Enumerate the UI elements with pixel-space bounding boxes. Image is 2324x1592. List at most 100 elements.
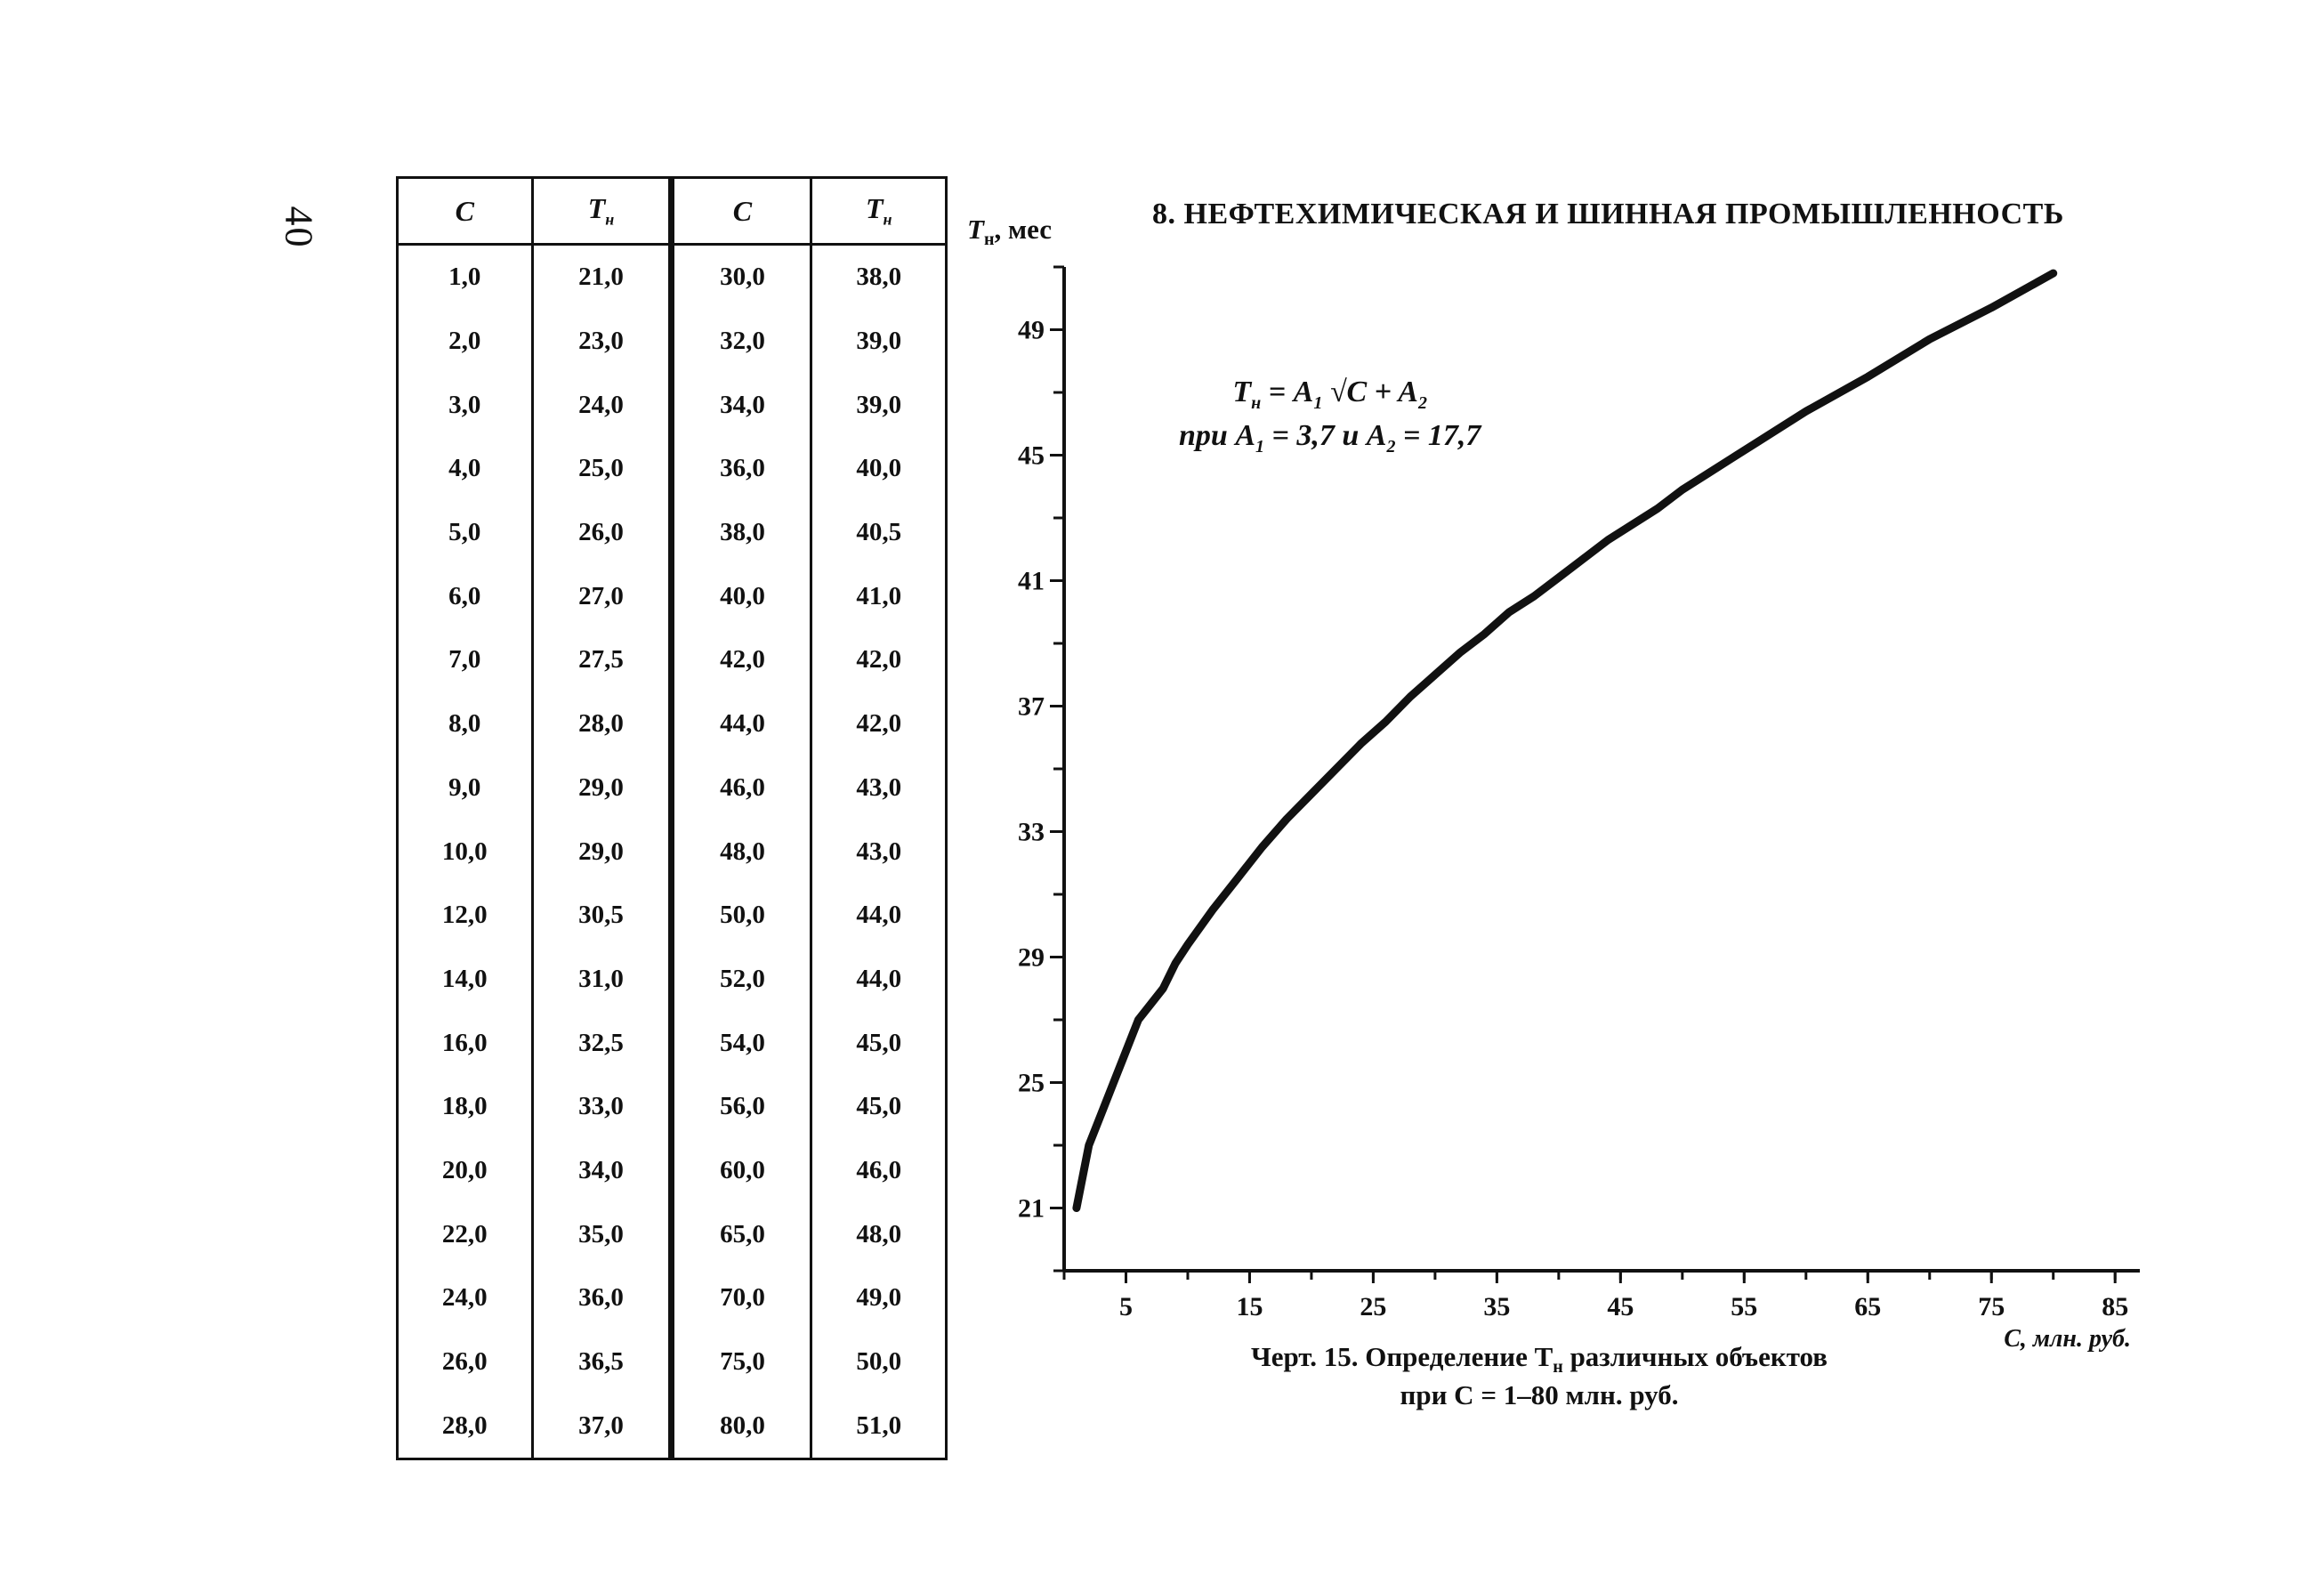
table-cell: 48,0: [668, 820, 813, 884]
table-cell: 10,0: [396, 820, 534, 884]
table-cell: 60,0: [668, 1138, 813, 1203]
table-cell: 3,0: [396, 373, 534, 438]
table-row: 2,0 23,0 32,0 39,0: [396, 309, 948, 374]
table-body: 1,0 21,0 30,0 38,0 2,0 23,0 32,0 39,0 3,0 24,0 34,…: [396, 244, 948, 1459]
table-cell: 29,0: [530, 820, 674, 884]
x-tick-label: 55: [1731, 1292, 1757, 1321]
table-cell: 50,0: [668, 883, 813, 948]
x-tick-label: 85: [2102, 1292, 2128, 1321]
table-row: 18,0 33,0 56,0 45,0: [396, 1074, 948, 1139]
table-cell: 50,0: [810, 1329, 948, 1394]
table-cell: 80,0: [668, 1394, 813, 1459]
table-cell: 46,0: [810, 1138, 948, 1203]
x-axis-title: C, млн. руб.: [2004, 1325, 2131, 1353]
table-cell: 33,0: [530, 1074, 674, 1139]
table-cell: 27,5: [530, 628, 674, 692]
table-cell: 46,0: [668, 756, 813, 820]
table-cell: 32,0: [668, 309, 813, 374]
table-cell: 35,0: [530, 1202, 674, 1266]
y-tick-label: 21: [1018, 1194, 1045, 1224]
table-cell: 43,0: [810, 756, 948, 820]
y-tick-label: 49: [1018, 316, 1045, 345]
table-row: 22,0 35,0 65,0 48,0: [396, 1202, 948, 1266]
caption-line-2: при C = 1–80 млн. руб.: [1400, 1379, 1679, 1411]
page-number: 40: [277, 206, 321, 249]
table-cell: 75,0: [668, 1329, 813, 1394]
table-cell: 70,0: [668, 1266, 813, 1330]
table-row: 14,0 31,0 52,0 44,0: [396, 947, 948, 1012]
table-cell: 32,5: [530, 1011, 674, 1075]
table-row: 5,0 26,0 38,0 40,5: [396, 500, 948, 565]
table-cell: 6,0: [396, 564, 534, 629]
table-row: 12,0 30,5 50,0 44,0: [396, 883, 948, 948]
table-cell: 22,0: [396, 1202, 534, 1266]
figure-caption: Черт. 15. Определение Tн различных объек…: [1219, 1340, 1860, 1413]
table-cell: 12,0: [396, 883, 534, 948]
y-tick-label: 33: [1018, 818, 1045, 847]
table-cell: 18,0: [396, 1074, 534, 1139]
table-cell: 7,0: [396, 628, 534, 692]
table-cell: 2,0: [396, 309, 534, 374]
header-c-1: C: [396, 177, 534, 246]
table-cell: 26,0: [530, 500, 674, 565]
table-cell: 42,0: [810, 691, 948, 756]
table-cell: 51,0: [810, 1394, 948, 1459]
table-cell: 41,0: [810, 564, 948, 629]
x-tick-label: 65: [1854, 1292, 1881, 1321]
table-cell: 36,0: [530, 1266, 674, 1330]
formula-line-2: при A1 = 3,7 и A2 = 17,7: [1179, 418, 1481, 457]
table-cell: 34,0: [530, 1138, 674, 1203]
table-cell: 20,0: [396, 1138, 534, 1203]
table-cell: 14,0: [396, 947, 534, 1012]
table-cell: 49,0: [810, 1266, 948, 1330]
formula: Tн = A1 √C + A2 при A1 = 3,7 и A2 = 17,7: [1179, 372, 1481, 459]
table-cell: 27,0: [530, 564, 674, 629]
table-cell: 44,0: [810, 947, 948, 1012]
section-title: 8. НЕФТЕХИМИЧЕСКАЯ И ШИННАЯ ПРОМЫШЛЕННОС…: [1152, 198, 2064, 230]
table-cell: 43,0: [810, 820, 948, 884]
table-cell: 40,0: [668, 564, 813, 629]
table-row: 6,0 27,0 40,0 41,0: [396, 564, 948, 629]
table-cell: 24,0: [530, 373, 674, 438]
table-cell: 4,0: [396, 437, 534, 501]
header-c-2: C: [668, 177, 813, 246]
table-cell: 34,0: [668, 373, 813, 438]
table-cell: 38,0: [810, 244, 948, 310]
table-row: 9,0 29,0 46,0 43,0: [396, 756, 948, 820]
x-tick-label: 75: [1978, 1292, 2005, 1321]
header-tn-1: Tн: [530, 177, 674, 246]
table-row: 28,0 37,0 80,0 51,0: [396, 1394, 948, 1459]
table-cell: 42,0: [668, 628, 813, 692]
x-tick-label: 35: [1483, 1292, 1510, 1321]
table-cell: 56,0: [668, 1074, 813, 1139]
table-cell: 37,0: [530, 1394, 674, 1459]
table-cell: 24,0: [396, 1266, 534, 1330]
y-tick-label: 29: [1018, 943, 1045, 973]
table-cell: 29,0: [530, 756, 674, 820]
y-tick-label: 41: [1018, 567, 1045, 596]
table-cell: 40,0: [810, 437, 948, 501]
table-cell: 36,0: [668, 437, 813, 501]
header-tn-2: Tн: [810, 177, 948, 246]
table-cell: 44,0: [810, 883, 948, 948]
y-tick-label: 45: [1018, 441, 1045, 471]
table-row: 26,0 36,5 75,0 50,0: [396, 1329, 948, 1394]
table-row: 20,0 34,0 60,0 46,0: [396, 1138, 948, 1203]
table-cell: 21,0: [530, 244, 674, 310]
table-cell: 45,0: [810, 1011, 948, 1075]
table-cell: 54,0: [668, 1011, 813, 1075]
table-cell: 1,0: [396, 244, 534, 310]
table-cell: 48,0: [810, 1202, 948, 1266]
table-cell: 28,0: [530, 691, 674, 756]
y-tick-label: 25: [1018, 1069, 1045, 1098]
table-cell: 5,0: [396, 500, 534, 565]
table-row: 3,0 24,0 34,0 39,0: [396, 373, 948, 438]
table-row: 24,0 36,0 70,0 49,0: [396, 1266, 948, 1330]
y-tick-label: 37: [1018, 692, 1045, 722]
table-cell: 16,0: [396, 1011, 534, 1075]
table-cell: 42,0: [810, 628, 948, 692]
table-row: 16,0 32,5 54,0 45,0: [396, 1011, 948, 1075]
table-cell: 28,0: [396, 1394, 534, 1459]
table-cell: 23,0: [530, 309, 674, 374]
